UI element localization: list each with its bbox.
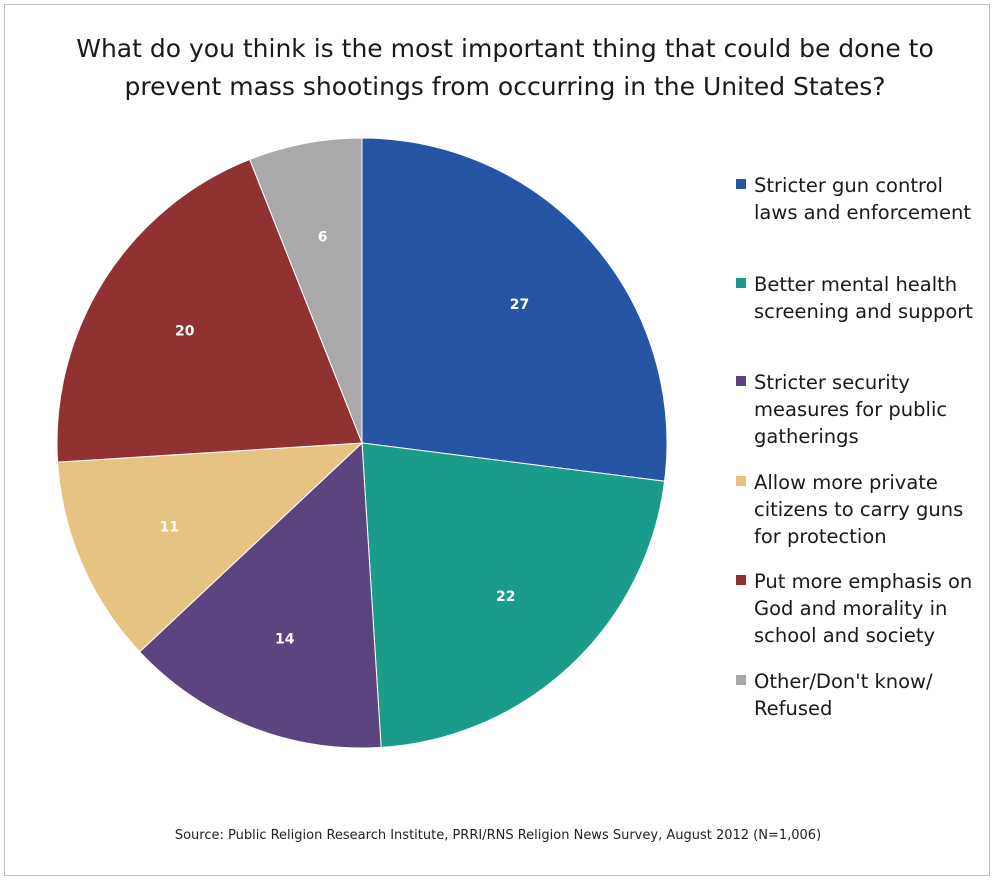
legend-swatch [736,575,746,585]
slice-value-label: 11 [160,519,179,535]
slice-value-label: 27 [510,297,529,313]
source-note: Source: Public Religion Research Institu… [174,828,822,843]
chart-title: What do you think is the most important … [76,34,934,101]
pie-slice-5 [249,137,363,444]
slice-value-label: 6 [318,230,328,246]
legend-label: Put more emphasis on God and morality in… [754,570,973,647]
pie-slice-4 [56,158,363,463]
legend-swatch [736,675,746,685]
slice-value-label: 20 [175,324,195,340]
legend-swatch [736,278,746,288]
legend-label: Other/Don't know/ Refused [754,670,933,720]
legend-swatch [736,476,746,486]
pie-slice-2 [138,441,382,749]
pie-slice-0 [361,137,668,482]
legend-swatch [736,376,746,386]
slice-value-label: 14 [275,631,295,647]
legend-label: Stricter gun control laws and enforcemen… [754,174,972,224]
legend-swatch [736,179,746,189]
legend-label: Better mental health screening and suppo… [754,273,973,323]
pie-slice-1 [361,442,666,748]
legend-label: Stricter security measures for public ga… [754,371,948,448]
slice-value-label: 22 [496,589,515,605]
legend-label: Allow more private citizens to carry gun… [754,471,964,548]
pie-slice-3 [57,442,364,653]
